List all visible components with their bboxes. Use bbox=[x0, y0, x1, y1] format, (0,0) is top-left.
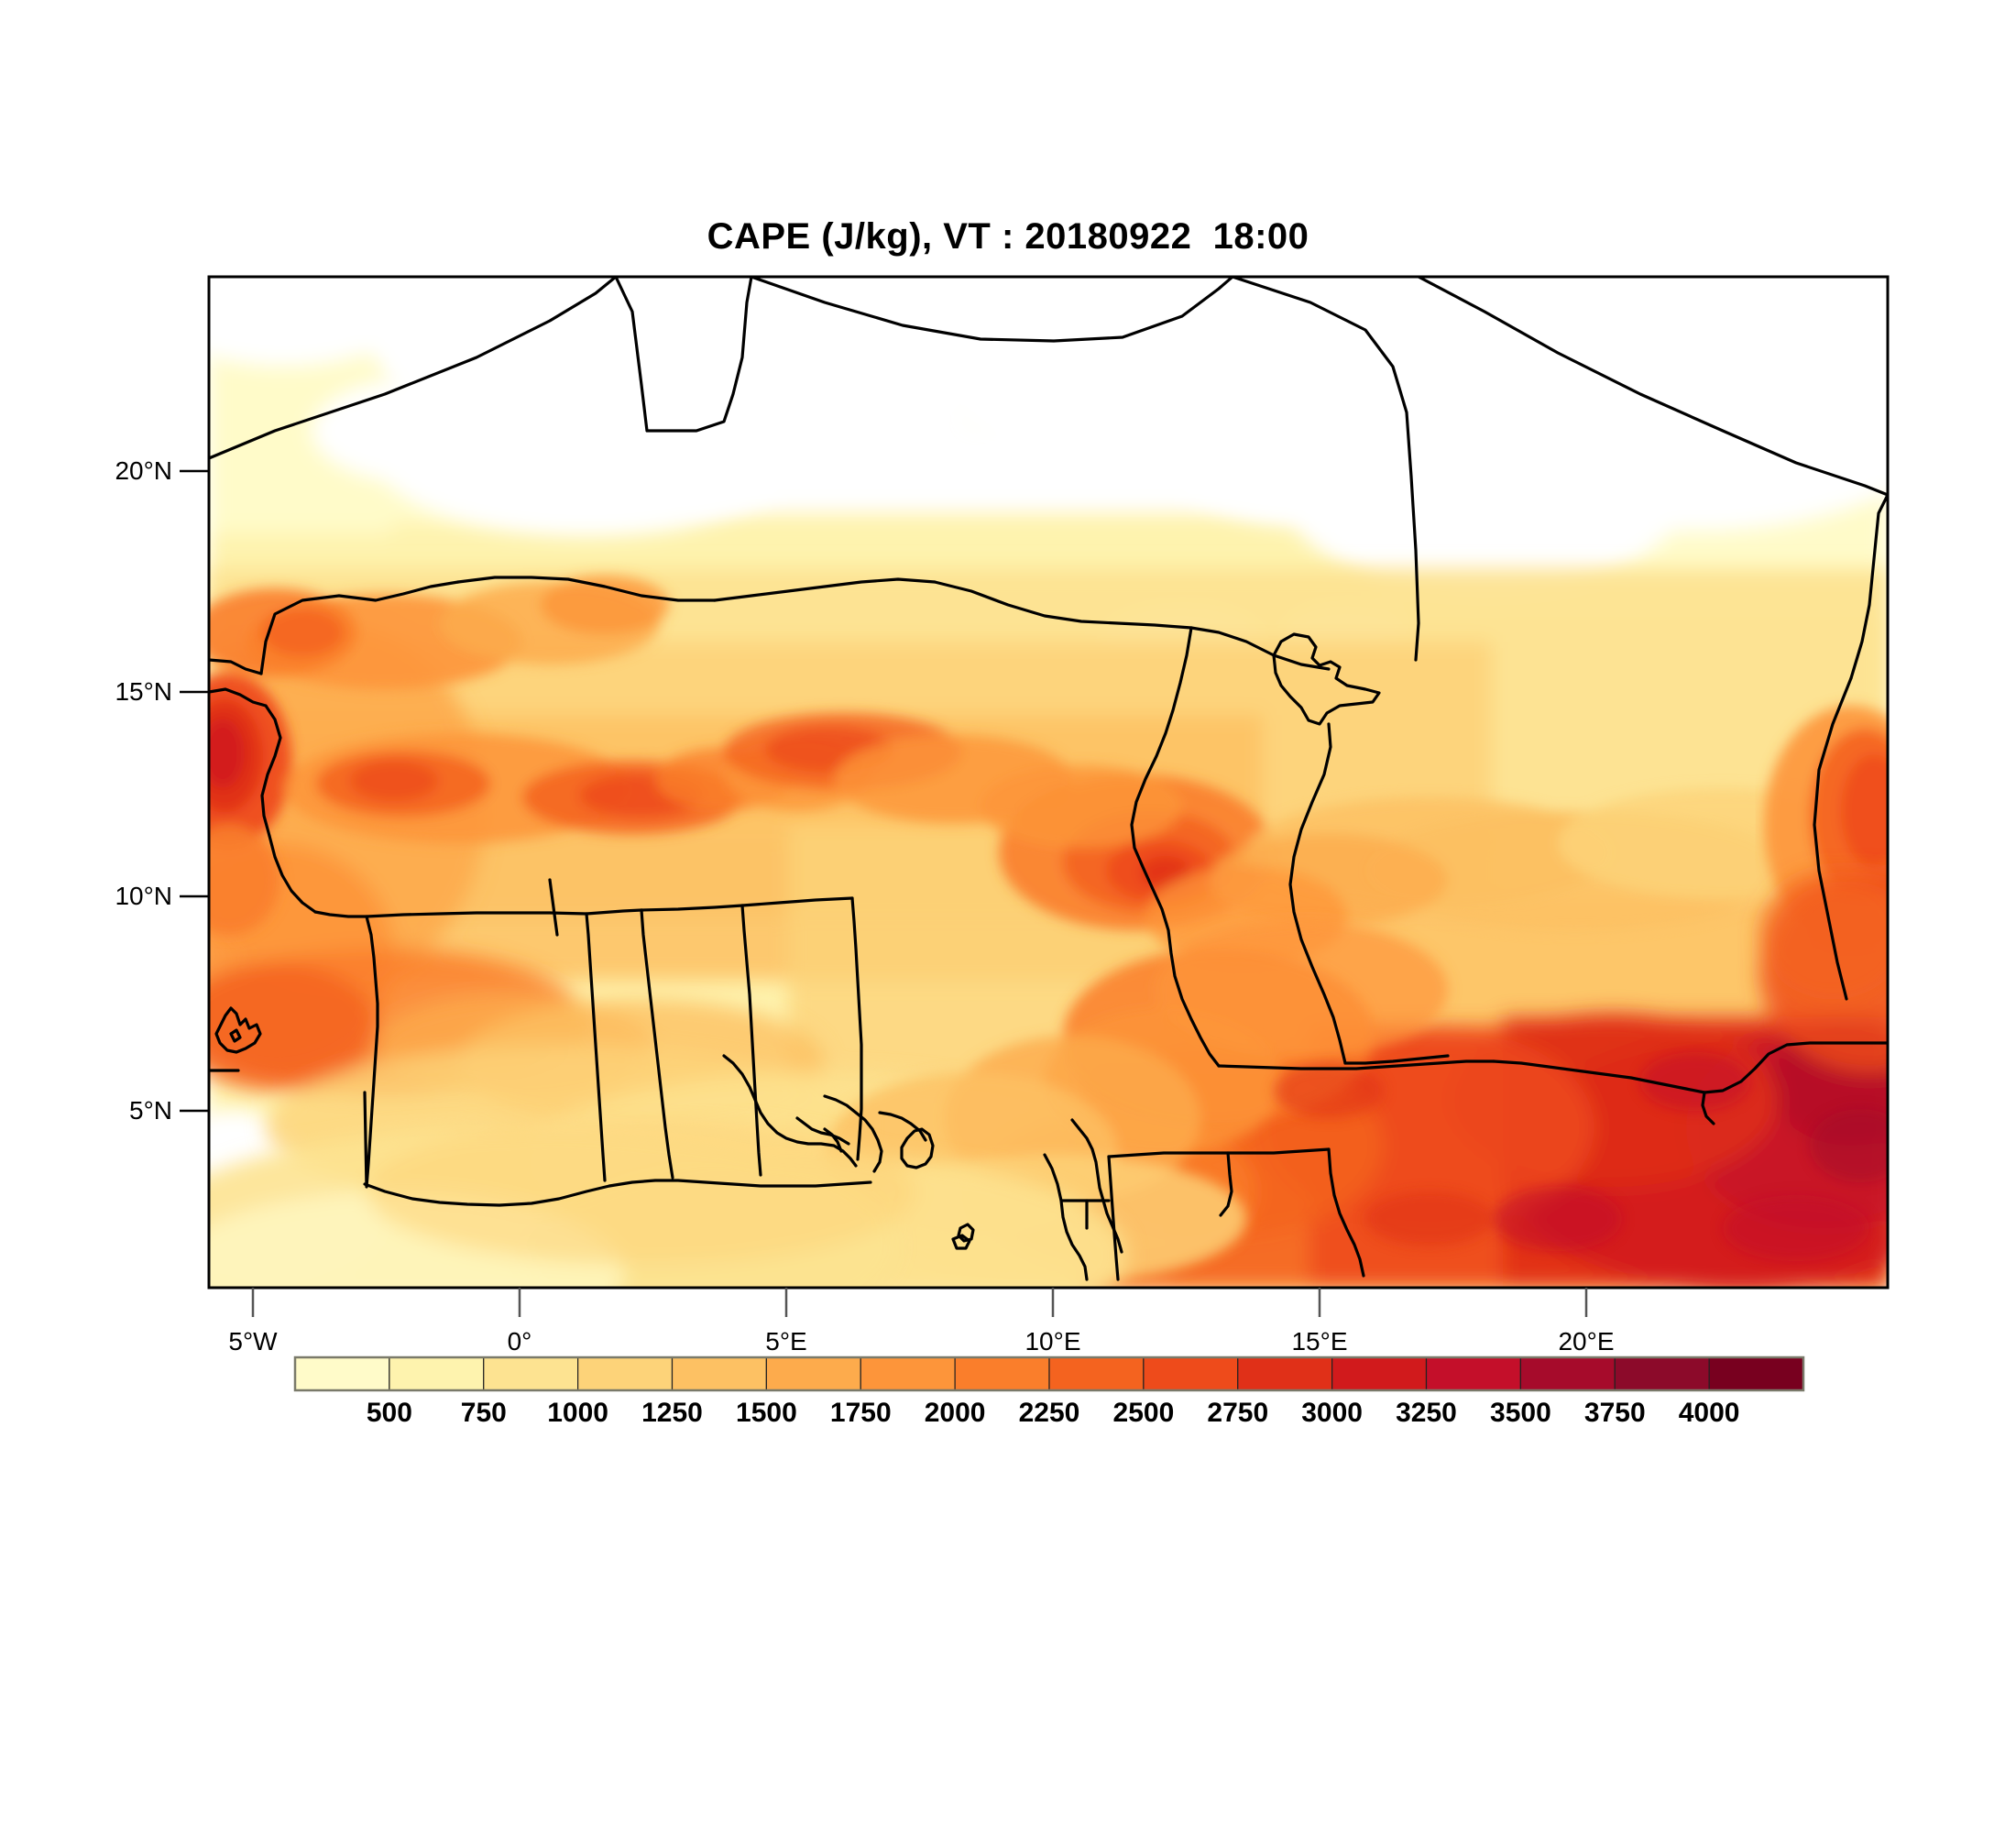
y-tick-marks bbox=[180, 469, 209, 1113]
colorbar-swatch bbox=[860, 1356, 956, 1391]
x-tick-label-4: 15°E bbox=[1291, 1327, 1348, 1356]
y-tick-label-3: 5°N bbox=[129, 1096, 172, 1125]
y-tick-label-0: 20°N bbox=[115, 456, 172, 485]
colorbar-tick-label: 3000 bbox=[1301, 1398, 1363, 1428]
colorbar-swatch bbox=[1331, 1356, 1428, 1391]
cape-core-texture bbox=[1274, 1052, 1888, 1261]
page-title: CAPE (J/kg), VT : 20180922 18:00 bbox=[707, 216, 1309, 257]
colorbar-tick-label: 1250 bbox=[641, 1398, 703, 1428]
x-tick-label-1: 0° bbox=[507, 1327, 532, 1356]
cape-field bbox=[209, 277, 1888, 1288]
country-borders bbox=[209, 277, 1888, 1281]
colorbar-swatch bbox=[389, 1356, 485, 1391]
y-tick-label-1: 15°N bbox=[115, 677, 172, 706]
colorbar-swatch bbox=[765, 1356, 861, 1391]
colorbar-swatch bbox=[954, 1356, 1050, 1391]
colorbar-swatch bbox=[294, 1356, 390, 1391]
colorbar-tick-label: 2750 bbox=[1207, 1398, 1269, 1428]
colorbar-tick-label: 1750 bbox=[829, 1398, 892, 1428]
colorbar-swatch bbox=[1237, 1356, 1333, 1391]
colorbar-outline bbox=[293, 1356, 1805, 1392]
colorbar-tick-label: 3750 bbox=[1583, 1398, 1646, 1428]
colorbar-swatch bbox=[577, 1356, 674, 1391]
colorbar-swatch bbox=[1425, 1356, 1521, 1391]
colorbar-tick-label: 3500 bbox=[1490, 1398, 1551, 1428]
colorbar-tick-label: 2250 bbox=[1018, 1398, 1080, 1428]
x-tick-label-0: 5°W bbox=[228, 1327, 278, 1356]
map-frame bbox=[207, 275, 1890, 1290]
x-tick-label-5: 20°E bbox=[1558, 1327, 1615, 1356]
colorbar-swatch bbox=[483, 1356, 579, 1391]
x-tick-label-3: 10°E bbox=[1024, 1327, 1081, 1356]
colorbar[interactable] bbox=[293, 1356, 1805, 1392]
colorbar-tick-label: 4000 bbox=[1678, 1398, 1740, 1428]
x-tick-label-2: 5°E bbox=[765, 1327, 807, 1356]
colorbar-tick-label: 2500 bbox=[1112, 1398, 1175, 1428]
colorbar-tick-label: 2000 bbox=[924, 1398, 986, 1428]
colorbar-tick-label: 750 bbox=[460, 1398, 507, 1428]
colorbar-tick-label: 1000 bbox=[547, 1398, 608, 1428]
colorbar-swatch bbox=[1048, 1356, 1145, 1391]
colorbar-tick-label: 1500 bbox=[736, 1398, 797, 1428]
y-tick-label-2: 10°N bbox=[115, 882, 172, 910]
colorbar-tick-label: 3250 bbox=[1396, 1398, 1457, 1428]
colorbar-tick-label: 500 bbox=[366, 1398, 412, 1428]
colorbar-swatch bbox=[1143, 1356, 1239, 1391]
x-tick-marks bbox=[251, 1288, 1588, 1317]
cape-gulf-guinea bbox=[209, 1118, 1127, 1288]
colorbar-swatch bbox=[1708, 1356, 1804, 1391]
colorbar-swatch bbox=[671, 1356, 767, 1391]
colorbar-swatch bbox=[1519, 1356, 1616, 1391]
colorbar-swatch bbox=[1614, 1356, 1710, 1391]
cape-sahel-maxima bbox=[209, 576, 1888, 967]
